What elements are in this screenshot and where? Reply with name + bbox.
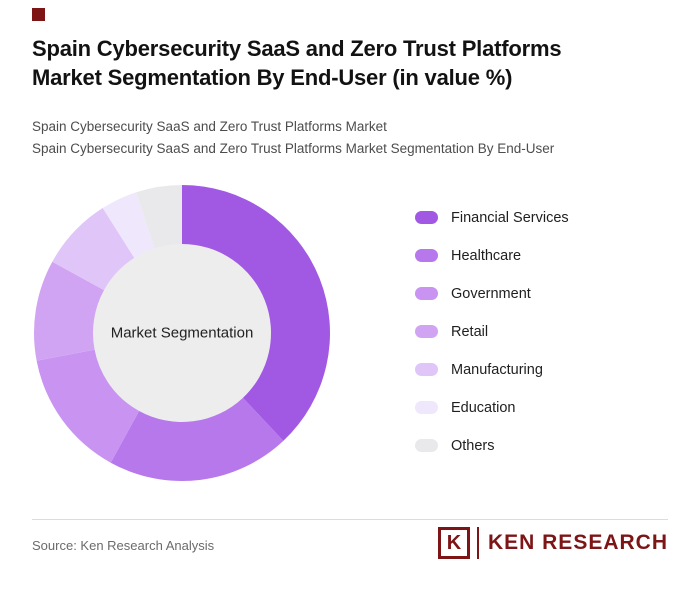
donut-chart: Market Segmentation bbox=[33, 184, 331, 482]
legend-item: Others bbox=[415, 435, 569, 456]
legend-swatch bbox=[415, 287, 438, 300]
donut-segment-government bbox=[36, 349, 140, 463]
logo-k-mark: K bbox=[437, 527, 470, 559]
donut-segment-manufacturing bbox=[52, 208, 135, 291]
legend-item: Retail bbox=[415, 321, 569, 342]
donut-chart-svg bbox=[34, 185, 331, 481]
page-title-line-2: Market Segmentation By End-User (in valu… bbox=[32, 65, 513, 91]
source-note: Source: Ken Research Analysis bbox=[32, 538, 215, 553]
legend-label: Others bbox=[451, 437, 495, 454]
chart-center-label: Market Segmentation bbox=[110, 324, 254, 342]
legend-label: Education bbox=[451, 399, 516, 416]
page-title: Spain Cybersecurity SaaS and Zero Trust … bbox=[32, 34, 562, 92]
legend-swatch bbox=[415, 401, 438, 414]
legend-label: Financial Services bbox=[451, 209, 569, 226]
logo-text: KEN RESEARCH bbox=[487, 531, 668, 554]
footer-divider bbox=[32, 519, 668, 520]
legend-item: Education bbox=[415, 397, 569, 418]
brand-mark-square bbox=[32, 8, 45, 21]
ken-research-logo: K KEN RESEARCH bbox=[437, 527, 668, 559]
subtitle-line-1: Spain Cybersecurity SaaS and Zero Trust … bbox=[32, 119, 387, 134]
page-title-line-1: Spain Cybersecurity SaaS and Zero Trust … bbox=[32, 36, 562, 61]
subtitle-line-2: Spain Cybersecurity SaaS and Zero Trust … bbox=[32, 141, 555, 157]
donut-segment-others bbox=[136, 185, 182, 249]
legend-label: Manufacturing bbox=[451, 361, 543, 378]
logo-separator bbox=[476, 527, 479, 559]
legend-item: Financial Services bbox=[415, 207, 569, 228]
donut-segment-education bbox=[102, 192, 155, 258]
donut-center-disc bbox=[91, 242, 273, 424]
subtitle-block: Spain Cybersecurity SaaS and Zero Trust … bbox=[32, 116, 554, 161]
donut-segment-healthcare bbox=[110, 397, 284, 481]
legend-swatch bbox=[415, 249, 438, 262]
legend-label: Retail bbox=[451, 323, 489, 340]
legend-swatch bbox=[415, 439, 438, 452]
chart-legend: Financial Services Healthcare Government Re… bbox=[415, 207, 569, 456]
legend-item: Government bbox=[415, 283, 569, 304]
legend-item: Manufacturing bbox=[415, 359, 569, 380]
legend-item: Healthcare bbox=[415, 245, 569, 266]
legend-swatch bbox=[415, 211, 438, 224]
legend-label: Government bbox=[451, 285, 531, 302]
donut-segment-retail bbox=[34, 261, 105, 361]
legend-label: Healthcare bbox=[451, 247, 522, 264]
legend-swatch bbox=[415, 363, 438, 376]
legend-swatch bbox=[415, 325, 438, 338]
donut-segment-financial-services bbox=[182, 185, 331, 441]
